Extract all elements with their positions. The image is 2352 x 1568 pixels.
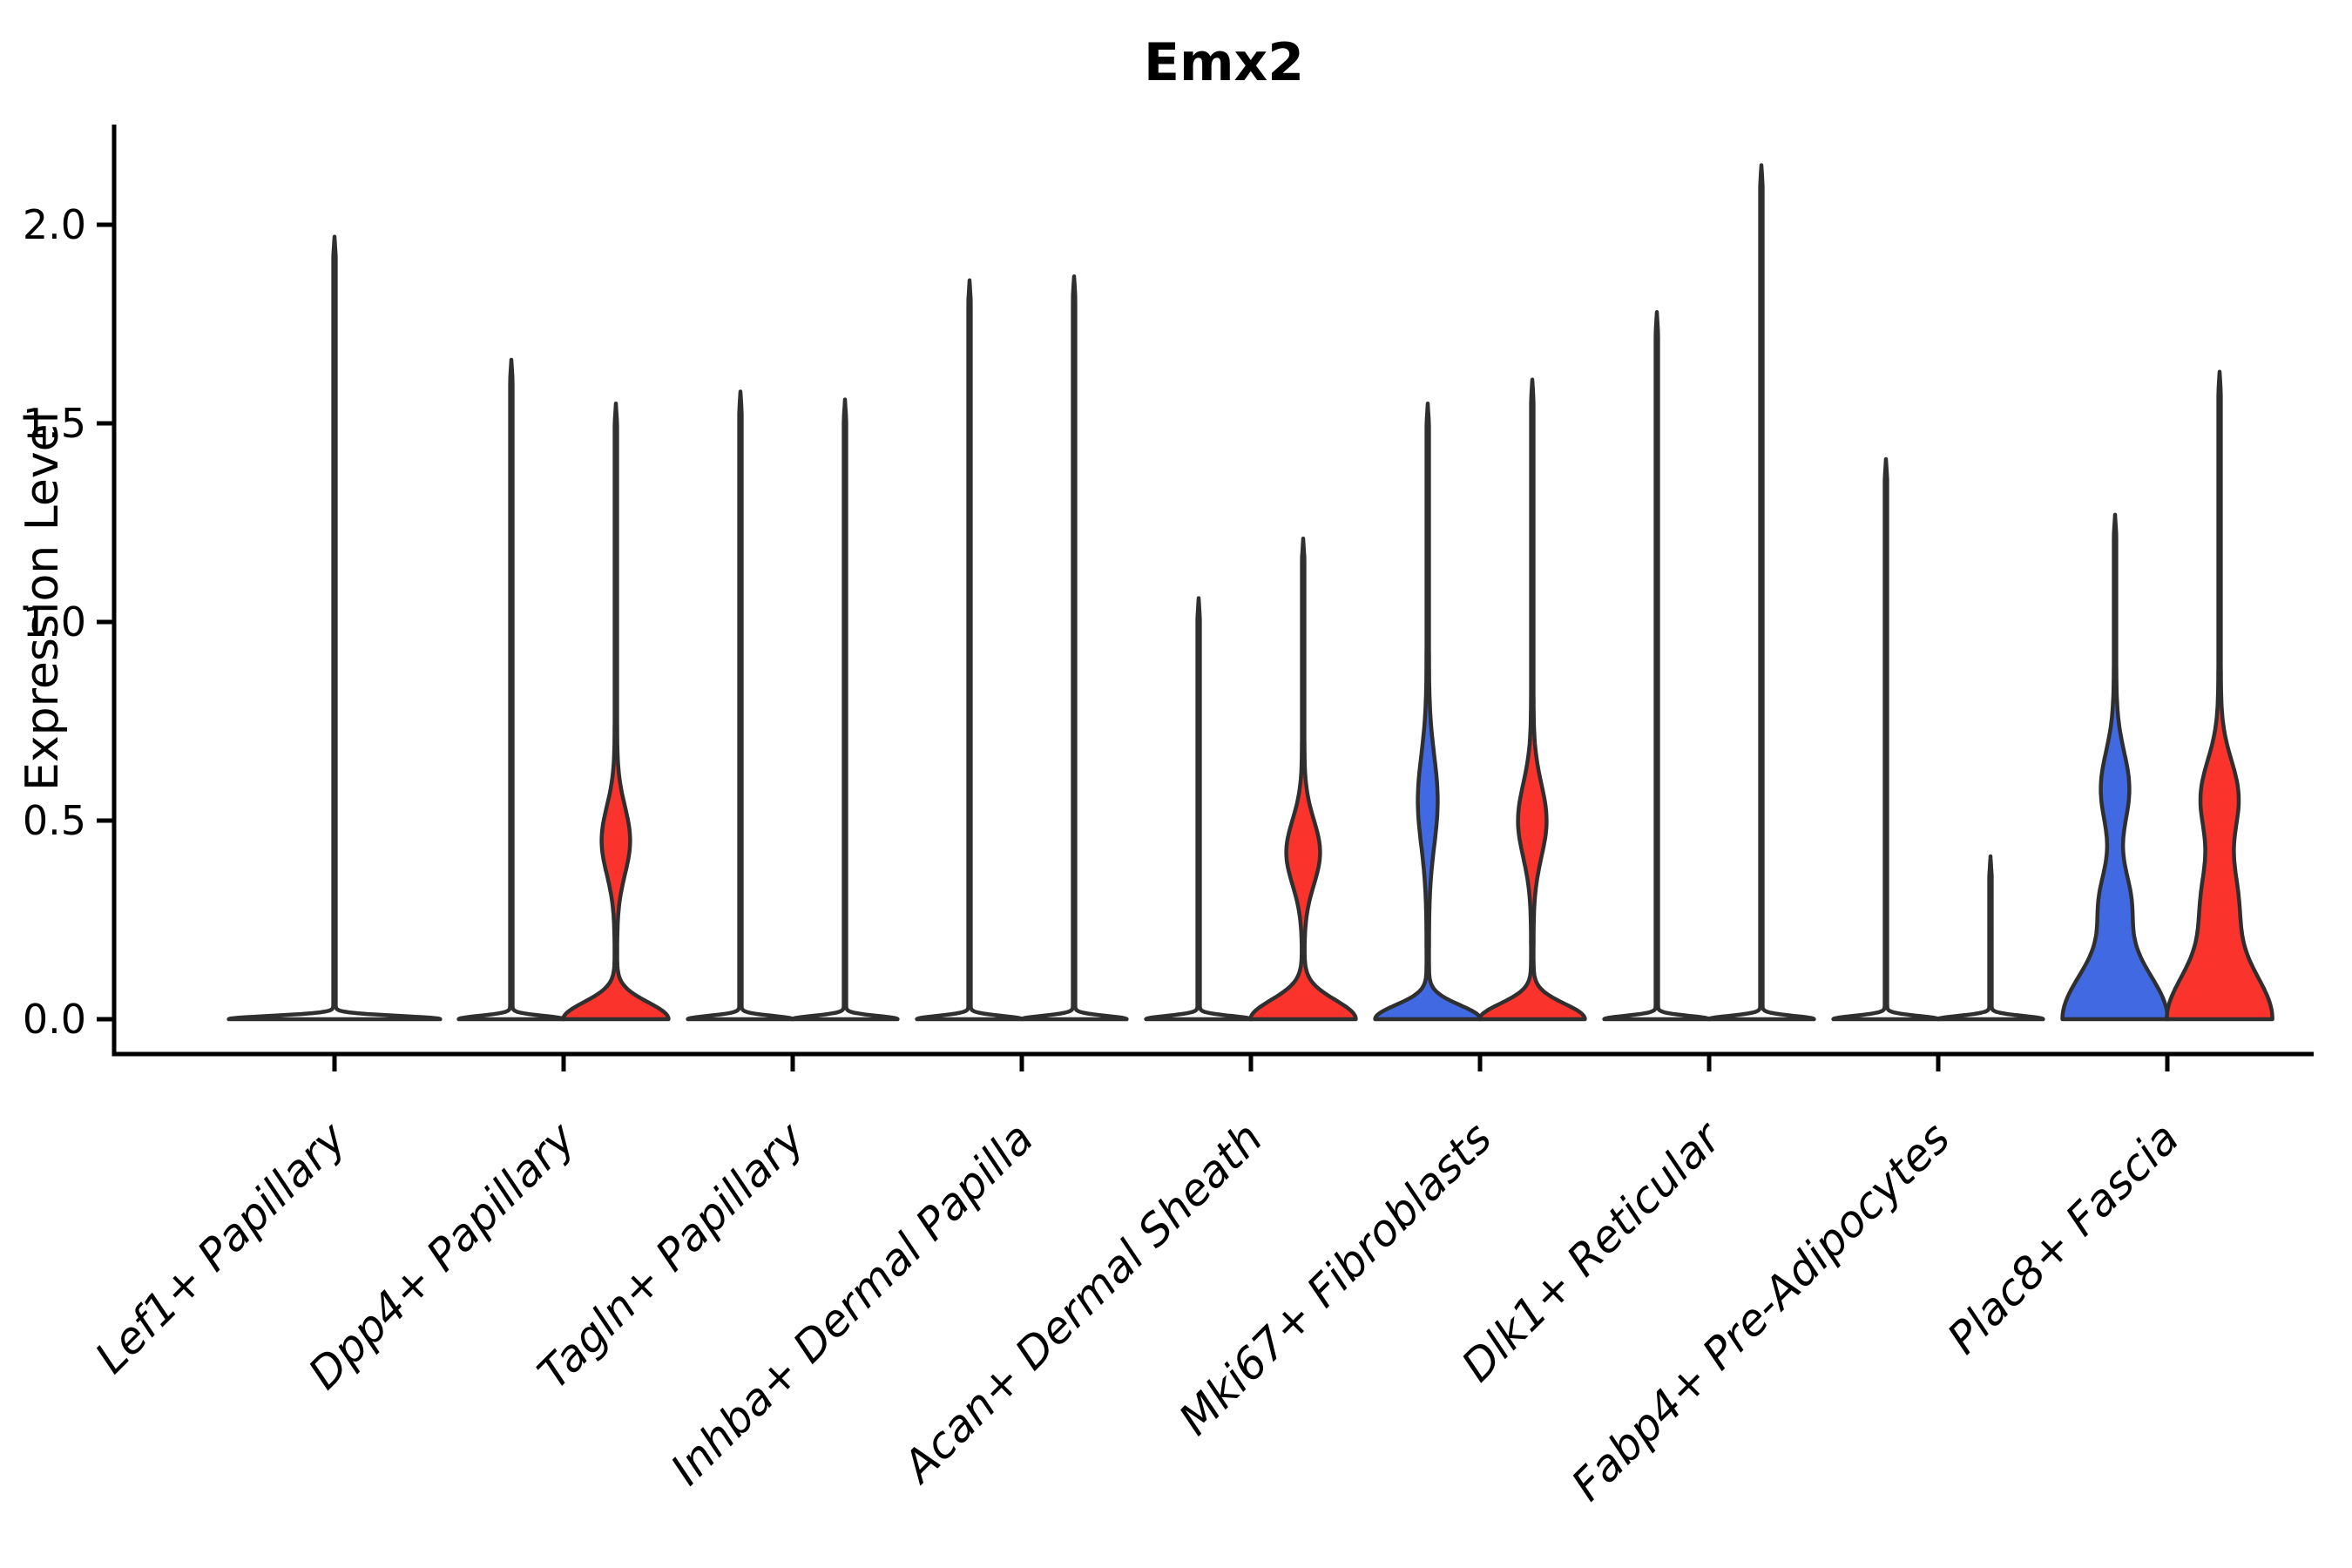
- violin-dlk1-reticular-right: [1707, 163, 1816, 1022]
- axes-spines: [112, 125, 2314, 1057]
- jitter-dot-fabp4-pre-adipocytes-1: [1987, 929, 1994, 936]
- jitter-dot-fabp4-pre-adipocytes-0: [1987, 889, 1994, 896]
- violin-acan-dermal-sheath-right: [1248, 536, 1358, 1022]
- violins-layer: [226, 163, 2274, 1022]
- x-tick-label-fabp4-pre-adipocytes: Fabp4+ Pre-Adipocytes: [1562, 1112, 1960, 1511]
- y-axis-ticks: 0.0 0.5 1.0 1.5 2.0: [23, 201, 114, 1043]
- violin-mki67-fibroblasts-left: [1373, 401, 1483, 1022]
- violin-inhba-dermal-papilla-left: [915, 278, 1024, 1022]
- violin-mki67-fibroblasts-right: [1477, 377, 1587, 1022]
- violin-plac8-fascia-left: [2060, 512, 2170, 1022]
- violin-plac8-fascia-right: [2165, 369, 2274, 1022]
- y-tick-label-0: 0.0: [23, 996, 86, 1043]
- axis-spine: [112, 125, 2314, 1057]
- violin-fabp4-pre-adipocytes-left: [1831, 456, 1941, 1022]
- violin-acan-dermal-sheath-left: [1144, 596, 1254, 1022]
- x-tick-label-lef1-papillary: Lef1+ Papillary: [85, 1112, 356, 1382]
- violin-tagln-papillary-left: [686, 389, 795, 1022]
- x-tick-label-acan-dermal-sheath: Acan+ Dermal Sheath: [892, 1112, 1273, 1493]
- y-tick-label-4: 2.0: [23, 201, 86, 248]
- violin-dpp4-papillary-right: [561, 401, 671, 1022]
- y-tick-label-2: 1.0: [23, 598, 86, 645]
- x-tick-label-inhba-dermal-papilla: Inhba+ Dermal Papilla: [661, 1112, 1043, 1494]
- y-axis-label: Expression Level: [17, 411, 69, 791]
- y-tick-label-1: 0.5: [23, 797, 86, 844]
- chart-title: Emx2: [1144, 32, 1304, 93]
- violin-dlk1-reticular-left: [1602, 310, 1712, 1022]
- violin-tagln-papillary-right: [790, 397, 900, 1022]
- violin-fabp4-pre-adipocytes-right: [1936, 854, 2045, 1022]
- violin-lef1-papillary-center: [226, 234, 443, 1022]
- violin-inhba-dermal-papilla-right: [1019, 274, 1129, 1022]
- y-tick-label-3: 1.5: [23, 400, 86, 447]
- x-tick-label-plac8-fascia: Plac8+ Fascia: [1938, 1112, 2189, 1363]
- violin-dpp4-papillary-left: [456, 357, 566, 1022]
